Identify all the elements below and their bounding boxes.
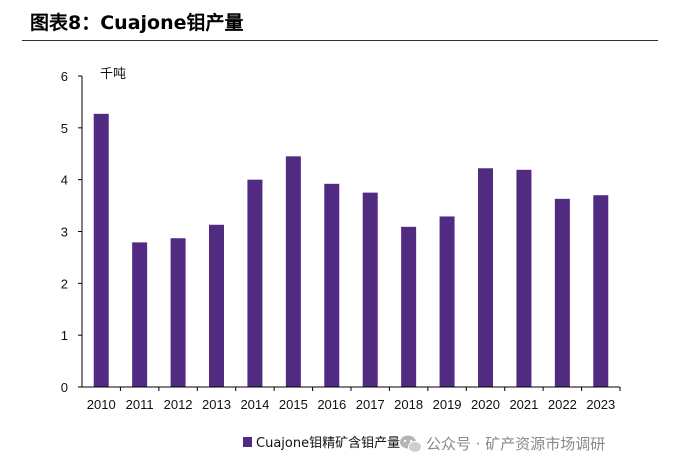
- y-tick-label: 2: [61, 276, 68, 291]
- y-tick-label: 3: [61, 225, 68, 240]
- x-tick-label: 2012: [164, 397, 193, 412]
- y-tick-label: 4: [61, 173, 68, 188]
- x-tick-label: 2011: [126, 397, 154, 412]
- y-tick-label: 1: [61, 328, 68, 343]
- bar-2010: [93, 113, 109, 388]
- watermark-text: 公众号 · 矿产资源市场调研: [426, 435, 605, 453]
- x-tick-label: 2014: [240, 397, 269, 412]
- bar-2011: [132, 242, 148, 387]
- title-divider: [22, 40, 658, 41]
- x-tick-label: 2023: [586, 397, 615, 412]
- x-axis-ticks: 2010 2011 2012 2013 2014 2015 2016 2017 2018 2019…: [87, 387, 621, 412]
- y-tick-label: 5: [61, 121, 68, 136]
- x-tick-label: 2016: [317, 397, 346, 412]
- bar-2014: [247, 179, 263, 387]
- x-tick-label: 2020: [471, 397, 500, 412]
- bar-2017: [362, 192, 378, 387]
- x-tick-label: 2018: [394, 397, 423, 412]
- bar-2019: [439, 216, 455, 387]
- y-tick-label: 0: [61, 380, 68, 395]
- bar-2016: [324, 183, 340, 387]
- x-tick-label: 2022: [548, 397, 577, 412]
- unit-label: 千吨: [100, 67, 126, 82]
- x-tick-label: 2010: [87, 397, 116, 412]
- bar-2022: [554, 198, 570, 387]
- bar-2012: [170, 238, 186, 387]
- x-tick-label: 2017: [356, 397, 385, 412]
- bar-series: [93, 113, 609, 388]
- y-tick-label: 6: [61, 69, 68, 84]
- bar-2021: [516, 169, 532, 387]
- bar-2015: [285, 156, 301, 387]
- wechat-icon: [400, 435, 422, 453]
- legend: Cuajone钼精矿含钼产量: [243, 435, 400, 451]
- bar-2023: [593, 195, 609, 387]
- y-axis-ticks: 0 1 2 3 4 5 6: [61, 69, 82, 395]
- watermark: 公众号 · 矿产资源市场调研: [400, 435, 605, 453]
- x-tick-label: 2019: [433, 397, 462, 412]
- x-tick-label: 2013: [202, 397, 231, 412]
- legend-swatch: [243, 437, 252, 447]
- bar-2020: [478, 168, 493, 387]
- legend-label: Cuajone钼精矿含钼产量: [256, 435, 400, 451]
- bar-2018: [401, 226, 417, 387]
- bar-2013: [209, 224, 224, 387]
- figure-title: 图表8：Cuajone钼产量: [30, 12, 244, 34]
- x-tick-label: 2015: [279, 397, 308, 412]
- x-tick-label: 2021: [509, 397, 538, 412]
